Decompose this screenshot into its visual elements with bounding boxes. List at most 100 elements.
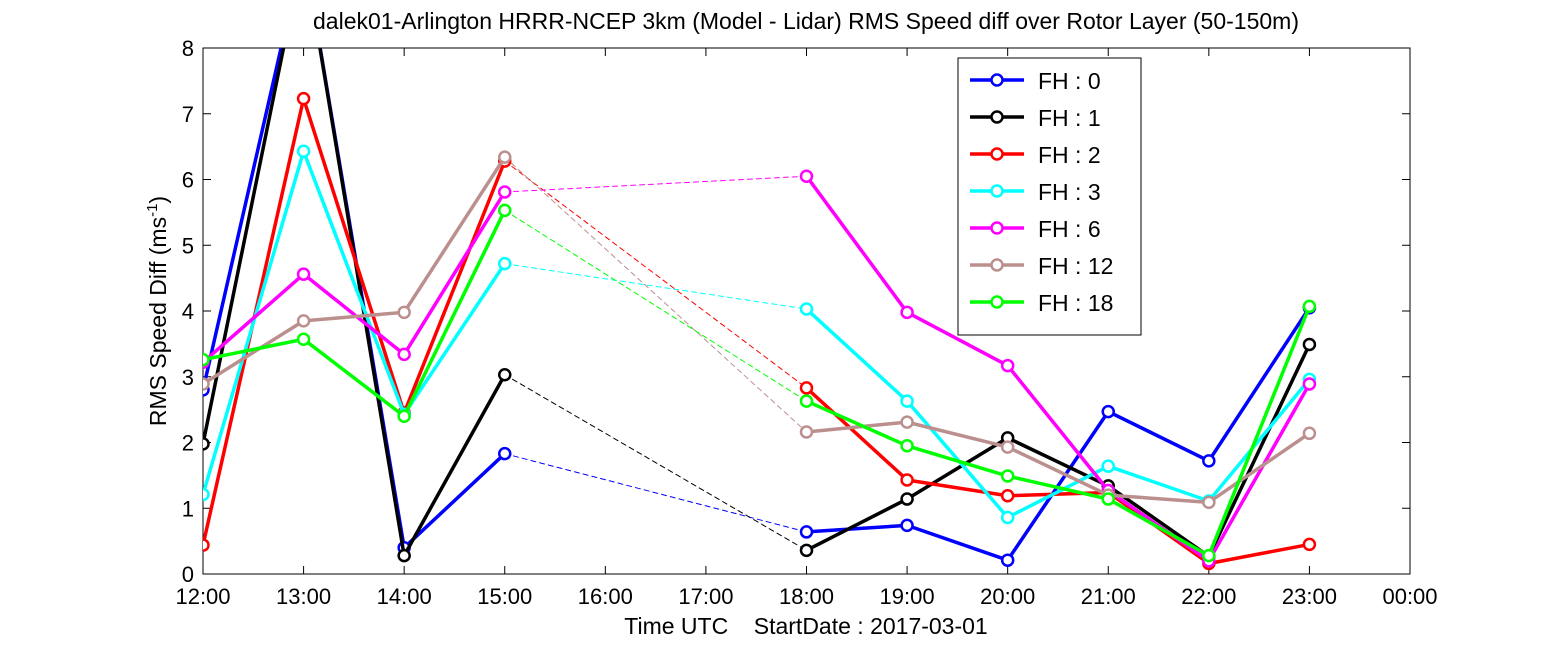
series-line-segment [1106, 464, 1211, 503]
data-point [203, 352, 210, 367]
series-line-segment [1005, 464, 1110, 520]
series-line-segment [1106, 409, 1211, 463]
series-line-segment [905, 444, 1010, 478]
legend-label: FH : 0 [1038, 68, 1101, 94]
y-axis-label-sup: -1 [144, 204, 161, 217]
data-point [1000, 510, 1015, 525]
x-tick-label: 21:00 [1081, 584, 1136, 609]
series-line-segment [301, 337, 406, 418]
series-line-segment [905, 478, 1010, 498]
gap-dashed-segment [504, 156, 807, 433]
series-line-segment [203, 149, 306, 497]
y-tick-label: 4 [182, 299, 194, 324]
x-tick-label: 16:00 [578, 584, 633, 609]
series-line-segment [402, 373, 507, 558]
data-point [900, 415, 914, 429]
data-point [900, 492, 914, 506]
series-line-segment [1207, 542, 1312, 566]
y-tick-label: 5 [182, 233, 194, 258]
legend-label: FH : 6 [1038, 216, 1101, 242]
chart-title: dalek01-Arlington HRRR-NCEP 3km (Model -… [313, 8, 1299, 34]
series-line-segment [1005, 363, 1110, 493]
series-line-segment [203, 48, 283, 392]
data-point [1302, 426, 1317, 441]
data-point [799, 543, 814, 558]
series-layer [203, 48, 1317, 571]
gap-dashed-segment [504, 263, 807, 310]
data-point [296, 332, 311, 347]
data-point [900, 473, 914, 487]
series-line-segment [1005, 436, 1110, 488]
y-tick-label: 6 [182, 168, 194, 193]
data-point [498, 446, 512, 461]
data-point [397, 305, 411, 320]
series-line-segment [1106, 493, 1211, 505]
x-tick-label: 19:00 [880, 584, 935, 609]
x-tick-label: 12:00 [175, 584, 230, 609]
data-point [1000, 358, 1015, 373]
data-point [498, 368, 512, 382]
series-line-segment [203, 319, 306, 386]
gap-dashed-segment [504, 160, 807, 389]
data-point [296, 144, 311, 158]
legend-marker [990, 73, 1004, 87]
y-tick-label: 7 [182, 102, 194, 127]
legend-marker [990, 147, 1004, 161]
x-tick-label: 18:00 [779, 584, 834, 609]
legend-label: FH : 12 [1038, 253, 1113, 279]
data-point [203, 377, 210, 391]
series-line-segment [804, 386, 909, 482]
axis-ticks: 12:00 13:00 14:00 15:00 16:00 17:00 18:00 19:00… [175, 36, 1437, 609]
data-point [799, 394, 814, 408]
series-line-segment [1207, 342, 1312, 558]
data-point [1000, 440, 1015, 454]
series-line-segment [1207, 431, 1312, 505]
data-point [1101, 404, 1115, 419]
legend-label: FH : 18 [1038, 290, 1113, 316]
data-point [1000, 489, 1015, 503]
series-fh-12 [203, 150, 1317, 510]
y-tick-label: 8 [182, 36, 194, 61]
series-line-segment [402, 208, 507, 418]
x-tick-label: 23:00 [1282, 584, 1337, 609]
gap-dashed-segment [504, 453, 807, 533]
y-axis-label-main: RMS Speed Diff (ms [145, 217, 171, 426]
legend-marker [990, 110, 1004, 124]
series-line-segment [402, 155, 507, 315]
series-line-segment [203, 337, 306, 362]
series-line-segment [1207, 382, 1312, 563]
x-tick-label: 13:00 [276, 584, 331, 609]
data-point [296, 314, 311, 328]
data-point [1101, 492, 1115, 506]
x-axis-label: Time UTC StartDate : 2017-03-01 [624, 613, 987, 639]
data-point [203, 487, 210, 502]
data-point [799, 381, 814, 395]
data-point [799, 425, 814, 439]
legend-label: FH : 1 [1038, 105, 1101, 131]
data-point [1000, 553, 1015, 567]
legend-marker [990, 221, 1004, 235]
series-line-segment [203, 48, 286, 446]
x-tick-label: 17:00 [678, 584, 733, 609]
series-line-segment [203, 272, 306, 365]
y-axis-label: RMS Speed Diff (ms-1) [144, 196, 171, 426]
gap-dashed-segment [504, 209, 807, 402]
x-tick-label: 14:00 [377, 584, 432, 609]
series-line-segment [1106, 497, 1211, 558]
y-tick-label: 1 [182, 496, 194, 521]
data-point [900, 305, 914, 320]
series-line-segment [804, 497, 909, 553]
data-point [203, 538, 210, 552]
series-line-segment [804, 399, 909, 448]
data-point [1302, 377, 1317, 391]
y-tick-label: 3 [182, 365, 194, 390]
data-point [498, 203, 512, 218]
series-line-segment [804, 307, 909, 403]
legend-marker [990, 295, 1004, 309]
y-tick-label: 2 [182, 431, 194, 456]
data-point [1202, 495, 1216, 510]
data-point [799, 302, 814, 316]
legend: FH : 0 FH : 1 FH : 2 FH : 3 FH : 6 FH : 12 FH … [957, 57, 1142, 336]
series-line-segment [1207, 304, 1312, 558]
